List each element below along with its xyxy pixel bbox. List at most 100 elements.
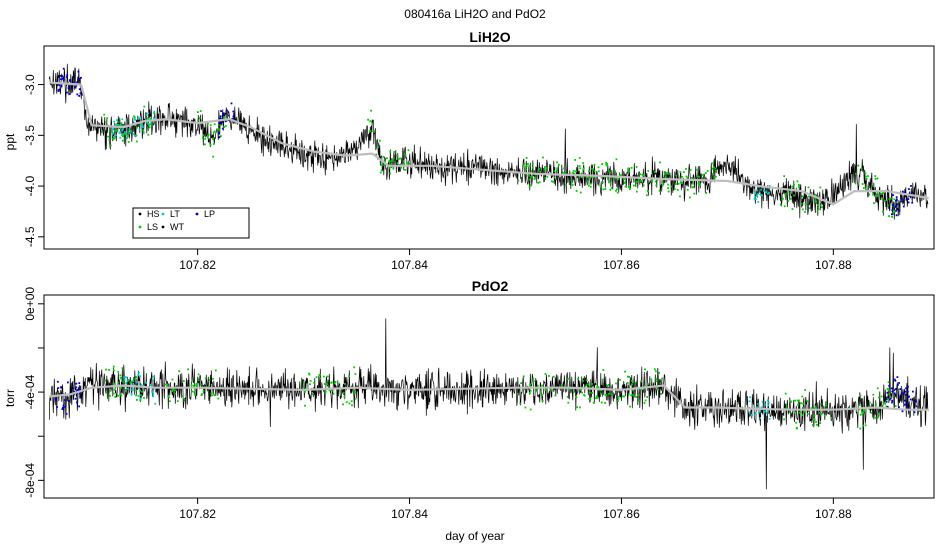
data-point — [304, 387, 307, 390]
data-point — [623, 178, 626, 180]
data-point — [135, 394, 137, 397]
data-point — [880, 395, 883, 398]
data-point — [219, 122, 221, 125]
data-point — [855, 172, 857, 175]
data-point — [204, 377, 207, 380]
data-point — [388, 166, 391, 169]
data-point — [679, 181, 682, 184]
data-point — [628, 170, 630, 173]
data-point — [633, 180, 635, 183]
data-point — [593, 170, 596, 173]
data-point — [783, 418, 785, 421]
data-point — [171, 390, 174, 393]
data-point — [659, 161, 661, 164]
data-point — [638, 399, 640, 402]
data-point — [334, 381, 337, 383]
data-point — [407, 149, 410, 152]
data-point — [862, 424, 864, 427]
data-point — [551, 389, 553, 392]
legend-marker-lp — [195, 212, 199, 216]
data-point — [125, 376, 127, 379]
data-point — [859, 394, 862, 397]
data-point — [592, 168, 594, 171]
data-point — [197, 111, 199, 113]
data-point — [634, 382, 637, 384]
data-point — [404, 154, 407, 156]
data-point — [213, 130, 216, 133]
data-point — [915, 405, 918, 408]
data-point — [147, 117, 150, 120]
data-point — [888, 384, 891, 387]
data-point — [531, 166, 534, 169]
data-point — [895, 209, 897, 212]
data-point — [79, 92, 82, 95]
data-point — [593, 163, 596, 166]
data-point — [152, 375, 155, 378]
data-point — [149, 123, 151, 126]
data-point — [635, 166, 638, 168]
data-point — [821, 206, 823, 209]
data-point — [128, 128, 131, 131]
data-point — [863, 409, 865, 412]
data-point — [537, 384, 539, 387]
data-point — [893, 210, 896, 212]
data-point — [302, 382, 305, 384]
data-point — [868, 193, 871, 196]
data-point — [675, 174, 678, 177]
legend-marker-ls — [138, 225, 142, 229]
data-point — [661, 184, 664, 187]
data-point — [898, 396, 900, 398]
data-point — [60, 85, 63, 88]
data-point — [63, 399, 66, 401]
data-point — [147, 127, 150, 130]
data-point — [589, 398, 592, 400]
data-point — [901, 198, 903, 200]
data-point — [612, 177, 615, 179]
data-point — [133, 116, 136, 119]
panel-lih2o: LiH2O ppt 107.82 107.84 107.86 107.88 -3.0 -3… — [3, 29, 935, 272]
data-point — [798, 184, 800, 186]
data-point — [589, 177, 591, 180]
data-point — [883, 200, 886, 202]
data-point — [865, 175, 867, 178]
data-point — [67, 400, 70, 402]
data-point — [343, 395, 346, 398]
data-point — [113, 369, 115, 372]
data-point — [589, 391, 591, 394]
data-point — [150, 117, 152, 120]
data-point — [127, 379, 129, 381]
data-point — [886, 406, 889, 408]
data-point — [813, 414, 816, 417]
data-point — [223, 116, 225, 118]
data-point — [121, 118, 124, 121]
data-point — [140, 384, 143, 387]
data-point — [748, 411, 751, 414]
plot-marks — [48, 63, 929, 220]
data-point — [517, 393, 519, 395]
data-point — [173, 392, 176, 395]
data-point — [213, 394, 216, 397]
data-point — [857, 164, 860, 167]
data-point — [208, 379, 211, 381]
data-point — [588, 386, 591, 388]
data-point — [627, 185, 630, 188]
data-point — [895, 196, 898, 199]
data-point — [62, 77, 64, 80]
data-point — [561, 384, 563, 386]
x-tick-label: 107.86 — [603, 507, 640, 521]
data-point — [530, 176, 533, 178]
data-point — [563, 172, 566, 174]
data-point — [639, 388, 642, 390]
data-point — [600, 401, 603, 404]
data-point — [141, 390, 143, 393]
x-tick-label: 107.82 — [179, 258, 216, 272]
data-point — [681, 182, 684, 185]
data-point — [553, 170, 556, 173]
data-point — [911, 196, 914, 199]
data-point — [627, 167, 630, 170]
data-point — [801, 195, 804, 198]
series-lp-points — [56, 67, 914, 217]
data-point — [194, 389, 197, 391]
legend-label: LP — [204, 209, 215, 219]
data-point — [713, 176, 716, 178]
